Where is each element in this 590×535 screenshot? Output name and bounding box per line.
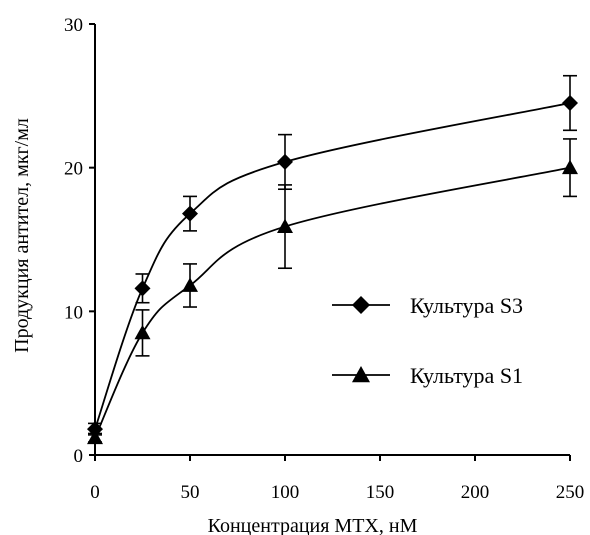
data-point-1-1 bbox=[134, 280, 151, 297]
chart-series bbox=[87, 74, 578, 445]
data-point-2-3 bbox=[277, 218, 293, 233]
y-tick-label-2: 20 bbox=[64, 159, 83, 180]
series-2 bbox=[87, 138, 578, 445]
data-point-2-2 bbox=[182, 277, 198, 292]
data-point-2-0 bbox=[87, 429, 103, 445]
legend-label-1: Культура S3 bbox=[410, 293, 523, 318]
x-tick-label-3: 150 bbox=[366, 482, 395, 503]
y-tick-label-0: 0 bbox=[74, 446, 84, 467]
data-point-1-2 bbox=[182, 205, 198, 222]
y-tick-label-1: 10 bbox=[64, 302, 83, 323]
series-line-2 bbox=[94, 166, 571, 439]
x-tick-label-4: 200 bbox=[461, 482, 490, 503]
x-axis-label: Концентрация МТХ, нМ bbox=[208, 515, 418, 535]
legend-label-2: Культура S1 bbox=[410, 363, 523, 388]
series-line-1 bbox=[94, 102, 571, 430]
x-tick-label-5: 250 bbox=[556, 482, 585, 503]
x-tick-label-1: 50 bbox=[181, 482, 200, 503]
legend-marker-2 bbox=[352, 366, 370, 383]
data-point-1-4 bbox=[562, 95, 578, 112]
chart-axes: 0 10 20 30 0 50 100 150 200 250 bbox=[64, 15, 584, 503]
data-point-1-3 bbox=[277, 153, 293, 170]
data-point-2-1 bbox=[134, 324, 151, 340]
legend-marker-1 bbox=[352, 296, 370, 314]
x-tick-label-0: 0 bbox=[90, 482, 100, 503]
chart-legend: Культура S3 Культура S1 bbox=[332, 293, 523, 388]
y-axis-label: Продукция антител, мкг/мл bbox=[11, 118, 33, 353]
data-point-2-4 bbox=[562, 159, 578, 175]
x-tick-label-2: 100 bbox=[271, 482, 300, 503]
y-tick-label-3: 30 bbox=[64, 15, 83, 36]
